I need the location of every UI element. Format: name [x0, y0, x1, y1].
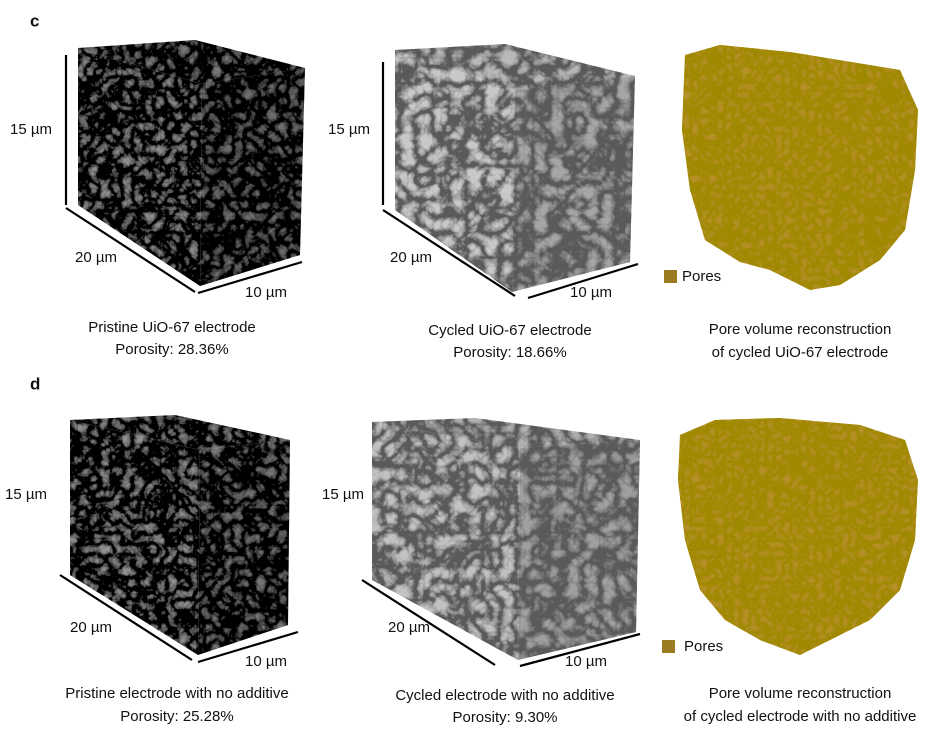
pore-render: [682, 45, 918, 290]
dimension-label: 20 µm: [388, 619, 430, 636]
caption: of cycled electrode with no additive: [684, 708, 917, 725]
dimension-label: 10 µm: [245, 284, 287, 301]
dimension-label: 20 µm: [75, 249, 117, 266]
dimension-label: 20 µm: [70, 619, 112, 636]
caption: Porosity: 25.28%: [120, 708, 233, 725]
dimension-label: 10 µm: [570, 284, 612, 301]
caption: Pristine electrode with no additive: [65, 685, 288, 702]
legend-label: Pores: [682, 268, 721, 285]
dimension-label: 20 µm: [390, 249, 432, 266]
caption: of cycled UiO-67 electrode: [712, 344, 889, 361]
dimension-label: 10 µm: [565, 653, 607, 670]
caption: Porosity: 28.36%: [115, 341, 228, 358]
caption: Porosity: 18.66%: [453, 344, 566, 361]
pore-render: [678, 418, 918, 655]
dimension-label: 15 µm: [10, 121, 52, 138]
caption: Pristine UiO-67 electrode: [88, 319, 256, 336]
dimension-label: 15 µm: [322, 486, 364, 503]
dimension-label: 15 µm: [5, 486, 47, 503]
dimension-label: 15 µm: [328, 121, 370, 138]
legend-swatch: [664, 270, 677, 283]
legend-swatch: [662, 640, 675, 653]
caption: Cycled UiO-67 electrode: [428, 322, 591, 339]
panel-label: d: [30, 374, 40, 393]
figure: c 15 µm 20 µm 10 µm Pristine UiO-67 elec…: [0, 0, 943, 728]
legend-label: Pores: [684, 638, 723, 655]
dimension-label: 10 µm: [245, 653, 287, 670]
caption: Porosity: 9.30%: [452, 709, 557, 726]
panel-label: c: [30, 11, 39, 30]
caption: Pore volume reconstruction: [709, 685, 892, 702]
caption: Cycled electrode with no additive: [395, 687, 614, 704]
caption: Pore volume reconstruction: [709, 321, 892, 338]
